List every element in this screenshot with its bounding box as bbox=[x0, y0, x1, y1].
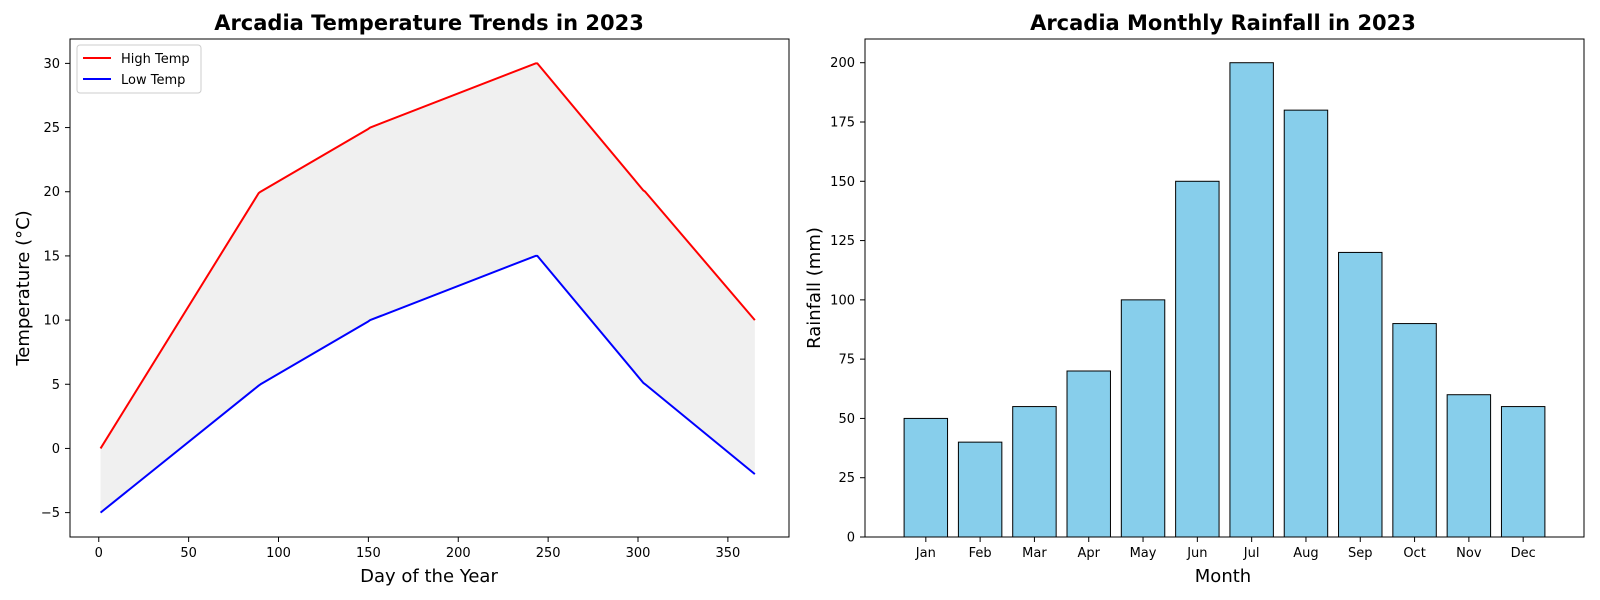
bar-sep bbox=[1338, 251, 1383, 538]
rainfall-y-axis-label: Rainfall (mm) bbox=[804, 227, 825, 349]
y-tick-label: 100 bbox=[830, 293, 855, 308]
bar-apr bbox=[1066, 370, 1111, 538]
temperature-x-ticks: 0 50 100 150 200 250 300 350 bbox=[95, 537, 740, 561]
bar-nov bbox=[1446, 394, 1492, 538]
rainfall-chart: Arcadia Monthly Rainfall in 2023 Month R… bbox=[804, 11, 1585, 587]
y-tick-label: 25 bbox=[838, 471, 855, 486]
y-tick-label: 10 bbox=[43, 314, 60, 329]
temperature-chart: Arcadia Temperature Trends in 2023 Day o… bbox=[13, 11, 790, 587]
temperature-legend: High Temp Low Temp bbox=[76, 44, 202, 94]
y-tick-label: 50 bbox=[838, 412, 855, 427]
x-tick-label: 0 bbox=[95, 546, 103, 561]
bar-feb bbox=[957, 441, 1003, 538]
x-tick-label: May bbox=[1130, 546, 1157, 561]
rainfall-chart-title: Arcadia Monthly Rainfall in 2023 bbox=[1030, 11, 1416, 35]
x-tick-label: 50 bbox=[180, 546, 197, 561]
temperature-chart-title: Arcadia Temperature Trends in 2023 bbox=[214, 11, 644, 35]
legend-label-high-temp: High Temp bbox=[121, 52, 190, 67]
bar-oct bbox=[1392, 323, 1437, 538]
x-tick-label: Nov bbox=[1456, 546, 1482, 561]
temperature-lines bbox=[99, 62, 756, 514]
rainfall-x-axis-label: Month bbox=[1195, 566, 1251, 587]
x-tick-label: Mar bbox=[1022, 546, 1047, 561]
x-tick-label: 200 bbox=[446, 546, 471, 561]
temperature-plot-frame bbox=[69, 38, 790, 538]
series-line-high-temp bbox=[99, 62, 756, 449]
x-tick-label: 100 bbox=[266, 546, 291, 561]
x-tick-label: Sep bbox=[1348, 546, 1373, 561]
bar-may bbox=[1120, 299, 1166, 538]
series-line-low-temp bbox=[99, 254, 756, 514]
x-tick-label: Jan bbox=[915, 546, 936, 561]
temperature-y-ticks: −5 0 5 10 15 20 25 30 bbox=[41, 57, 70, 521]
y-tick-label: 0 bbox=[847, 531, 855, 546]
x-tick-label: Jun bbox=[1186, 546, 1207, 561]
x-tick-label: Aug bbox=[1293, 546, 1318, 561]
x-tick-label: Oct bbox=[1403, 546, 1425, 561]
bar-jun bbox=[1175, 180, 1220, 538]
y-tick-label: 0 bbox=[52, 442, 60, 457]
bar-jul bbox=[1229, 62, 1274, 538]
y-tick-label: 175 bbox=[830, 116, 855, 131]
x-tick-label: Jul bbox=[1243, 546, 1260, 561]
bar-dec bbox=[1500, 406, 1546, 538]
rainfall-x-ticks: Jan Feb Mar Apr May Jun Jul Aug Sep Oct Nov Dec bbox=[915, 537, 1536, 561]
temperature-y-axis-label: Temperature (°C) bbox=[13, 210, 34, 366]
x-tick-label: Apr bbox=[1077, 546, 1100, 561]
y-tick-label: 200 bbox=[830, 56, 855, 71]
x-tick-label: 250 bbox=[536, 546, 561, 561]
y-tick-label: −5 bbox=[41, 506, 60, 521]
x-tick-label: 150 bbox=[356, 546, 381, 561]
bar-mar bbox=[1012, 406, 1057, 538]
x-tick-label: 350 bbox=[715, 546, 740, 561]
y-tick-label: 5 bbox=[52, 378, 60, 393]
temperature-range-fill bbox=[100, 63, 755, 513]
temperature-x-axis-label: Day of the Year bbox=[360, 566, 498, 587]
rainfall-y-ticks: 0 25 50 75 100 125 150 175 200 bbox=[830, 56, 865, 546]
x-tick-label: Feb bbox=[969, 546, 992, 561]
y-tick-label: 15 bbox=[43, 249, 60, 264]
legend-label-low-temp: Low Temp bbox=[121, 73, 185, 88]
y-tick-label: 125 bbox=[830, 234, 855, 249]
temperature-fill-area bbox=[100, 63, 755, 513]
x-tick-label: Dec bbox=[1511, 546, 1536, 561]
y-tick-label: 30 bbox=[43, 57, 60, 72]
rainfall-bars bbox=[903, 62, 1546, 538]
y-tick-label: 20 bbox=[43, 185, 60, 200]
bar-jan bbox=[903, 417, 949, 538]
y-tick-label: 150 bbox=[830, 175, 855, 190]
rainfall-plot-frame bbox=[864, 38, 1585, 538]
x-tick-label: 300 bbox=[626, 546, 651, 561]
bar-aug bbox=[1283, 109, 1329, 538]
y-tick-label: 75 bbox=[838, 353, 855, 368]
y-tick-label: 25 bbox=[43, 121, 60, 136]
